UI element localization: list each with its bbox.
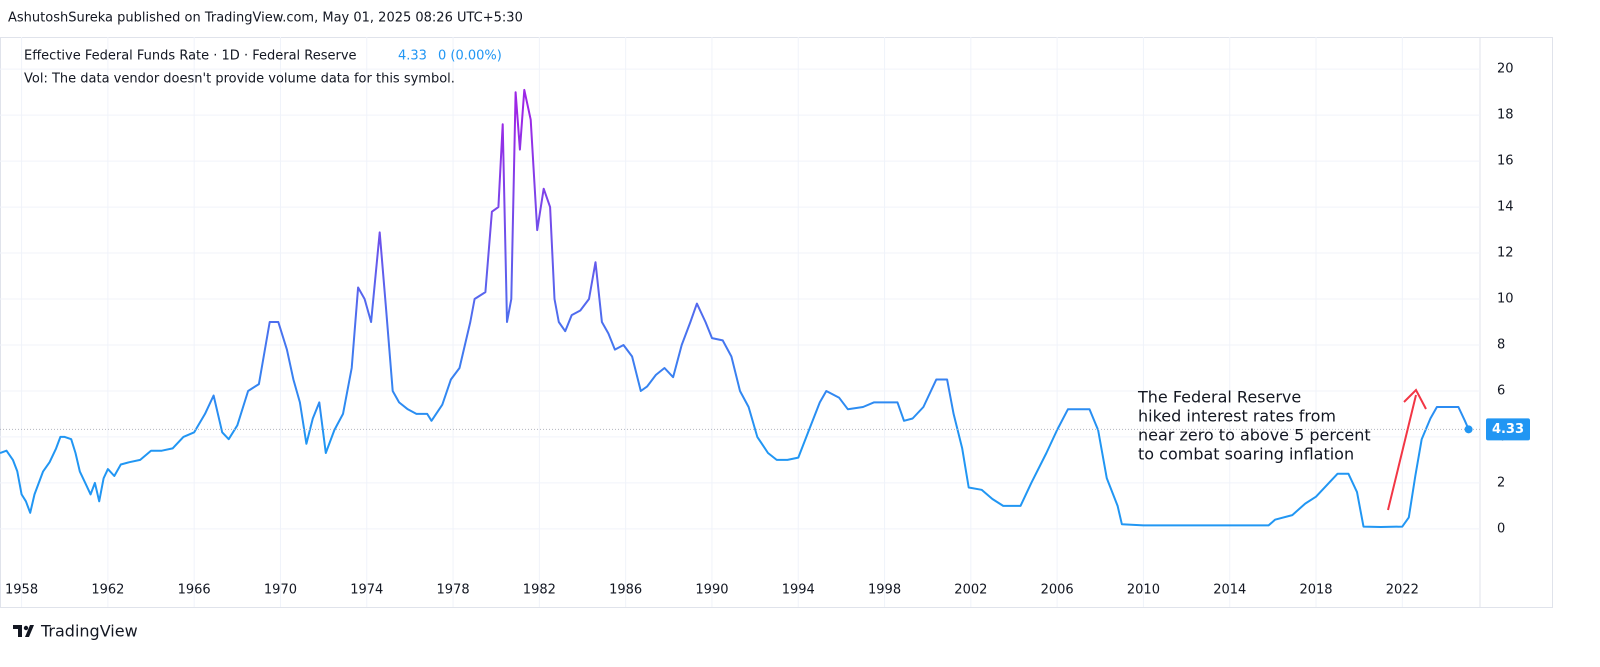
chart-frame: [0, 37, 1553, 608]
x-tick-label: 1982: [523, 583, 556, 598]
annotation-arrow: [1387, 388, 1427, 511]
publisher-header: AshutoshSureka published on TradingView.…: [8, 11, 523, 26]
rate-line: [0, 88, 1470, 528]
x-tick-label: 1986: [609, 583, 642, 598]
last-price: 4.33: [398, 49, 427, 64]
y-tick-label: 14: [1497, 200, 1514, 215]
annotation-line: hiked interest rates from: [1138, 407, 1336, 426]
y-tick-label: 0: [1497, 521, 1505, 536]
x-tick-label: 1966: [178, 583, 211, 598]
annotation-line: near zero to above 5 percent: [1138, 426, 1371, 445]
y-tick-label: 8: [1497, 337, 1505, 352]
last-point: [1464, 425, 1473, 434]
y-tick-label: 16: [1497, 154, 1514, 169]
price-label: 4.33: [1492, 422, 1524, 437]
volume-note: Vol: The data vendor doesn't provide vol…: [24, 72, 455, 87]
price-label-box: [1486, 418, 1530, 441]
footer-brand: TradingView: [40, 622, 138, 641]
y-tick-label: 12: [1497, 246, 1514, 261]
x-tick-label: 2006: [1041, 583, 1074, 598]
y-tick-label: 2: [1497, 475, 1505, 490]
x-tick-label: 2022: [1386, 583, 1419, 598]
price-change: 0 (0.00%): [438, 49, 502, 64]
annotation-line: The Federal Reserve: [1137, 388, 1301, 407]
y-tick-label: 10: [1497, 292, 1514, 307]
x-tick-label: 1990: [695, 583, 728, 598]
x-tick-label: 1974: [350, 583, 383, 598]
y-tick-label: 18: [1497, 108, 1514, 123]
x-tick-label: 1970: [264, 583, 297, 598]
y-tick-label: 20: [1497, 62, 1514, 77]
plot-area: [0, 37, 1480, 607]
y-tick-label: 6: [1497, 383, 1505, 398]
tradingview-logo: TradingView: [13, 622, 138, 641]
x-tick-label: 2010: [1127, 583, 1160, 598]
x-tick-label: 1998: [868, 583, 901, 598]
x-tick-label: 1958: [5, 583, 38, 598]
symbol-title: Effective Federal Funds Rate · 1D · Fede…: [24, 49, 357, 64]
x-tick-label: 2018: [1299, 583, 1332, 598]
annotation-line: to combat soaring inflation: [1138, 445, 1354, 464]
x-tick-label: 1962: [91, 583, 124, 598]
x-tick-label: 1994: [782, 583, 815, 598]
x-tick-label: 2002: [954, 583, 987, 598]
x-tick-label: 2014: [1213, 583, 1246, 598]
x-tick-label: 1978: [437, 583, 470, 598]
